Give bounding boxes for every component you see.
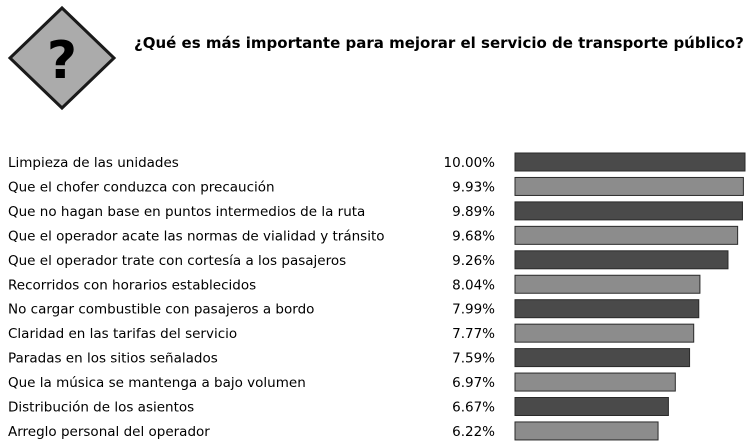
category-label: Distribución de los asientos xyxy=(8,400,194,416)
value-label: 9.68% xyxy=(452,228,495,244)
bar xyxy=(514,152,746,172)
bar xyxy=(514,397,669,416)
bar xyxy=(514,176,744,196)
value-label: 8.04% xyxy=(452,277,495,293)
bar xyxy=(514,250,729,270)
category-label: No cargar combustible con pasajeros a bo… xyxy=(8,302,314,318)
chart-title: ¿Qué es más importante para mejorar el s… xyxy=(134,34,744,52)
category-label: Arreglo personal del operador xyxy=(8,424,210,440)
value-label: 6.97% xyxy=(452,375,495,391)
value-label: 7.77% xyxy=(452,326,495,342)
value-label: 9.89% xyxy=(452,204,495,220)
bars-layer xyxy=(514,152,746,441)
bar xyxy=(514,372,676,392)
value-label: 7.59% xyxy=(452,351,495,367)
bar xyxy=(514,323,695,343)
category-label: Recorridos con horarios establecidos xyxy=(8,277,256,293)
bar xyxy=(514,201,743,221)
bar xyxy=(514,421,659,441)
question-mark-glyph: ? xyxy=(47,31,77,91)
category-label: Que el operador acate las normas de vial… xyxy=(8,228,385,244)
value-label: 9.26% xyxy=(452,253,495,269)
value-label: 7.99% xyxy=(452,302,495,318)
bar xyxy=(514,299,700,319)
category-label: Claridad en las tarifas del servicio xyxy=(8,326,237,342)
value-label: 6.22% xyxy=(452,424,495,440)
question-icon-group: ? xyxy=(7,5,117,111)
category-label: Limpieza de las unidades xyxy=(8,155,179,171)
category-label: Paradas en los sitios señalados xyxy=(8,351,218,367)
value-label: 10.00% xyxy=(444,155,496,171)
value-labels: 10.00% 9.93% 9.89% 9.68% 9.26% 8.04% 7.99% 7.77… xyxy=(444,155,496,440)
category-label: Que la música se mantenga a bajo volumen xyxy=(8,375,306,391)
value-label: 9.93% xyxy=(452,179,495,195)
question-mark-warning-icon xyxy=(7,5,117,111)
category-labels: Limpieza de las unidades Que el chofer co… xyxy=(8,155,385,440)
bar xyxy=(514,274,701,294)
category-label: Que el operador trate con cortesía a los… xyxy=(8,253,346,269)
category-label: Que el chofer conduzca con precaución xyxy=(8,179,275,195)
category-label: Que no hagan base en puntos intermedios … xyxy=(8,204,365,220)
value-label: 6.67% xyxy=(452,400,495,416)
bar xyxy=(514,348,691,368)
bar xyxy=(514,225,739,245)
